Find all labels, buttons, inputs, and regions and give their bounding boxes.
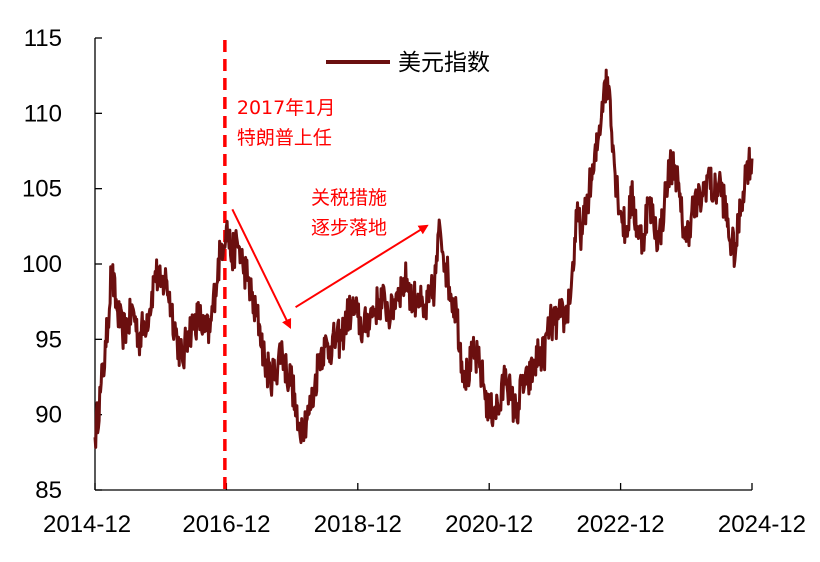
- x-tick-label: 2022-12: [577, 511, 665, 538]
- rise-arrow: [295, 224, 429, 309]
- y-axis-ticks: 85 90 95 100 105 110 115: [22, 25, 102, 504]
- annotation-label-inauguration: 2017年1月: [237, 97, 335, 119]
- x-axis-ticks: 2014-12 2016-12 2018-12 2020-12 2022-12 2024-…: [43, 483, 806, 538]
- annotation-label-tariffs: 逐步落地: [311, 217, 387, 239]
- x-tick-label: 2014-12: [43, 511, 131, 538]
- annotation-label-tariffs: 关税措施: [311, 187, 387, 209]
- y-tick-label: 100: [22, 251, 62, 278]
- x-tick-label: 2018-12: [314, 511, 402, 538]
- y-tick-label: 95: [35, 326, 62, 353]
- y-tick-label: 90: [35, 402, 62, 429]
- decline-arrow: [231, 208, 292, 330]
- legend-label: 美元指数: [398, 50, 490, 76]
- legend: 美元指数: [326, 50, 490, 76]
- series-group: [93, 68, 754, 449]
- annotation-label-inauguration: 特朗普上任: [237, 127, 332, 149]
- x-tick-label: 2020-12: [445, 511, 533, 538]
- series-line-dollar-index: [93, 68, 754, 449]
- x-tick-label: 2024-12: [718, 511, 806, 538]
- y-tick-label: 85: [35, 477, 62, 504]
- y-tick-label: 110: [24, 100, 62, 127]
- y-tick-label: 115: [24, 25, 62, 52]
- axes: [94, 38, 752, 491]
- x-tick-label: 2016-12: [182, 511, 270, 538]
- y-tick-label: 105: [22, 176, 62, 203]
